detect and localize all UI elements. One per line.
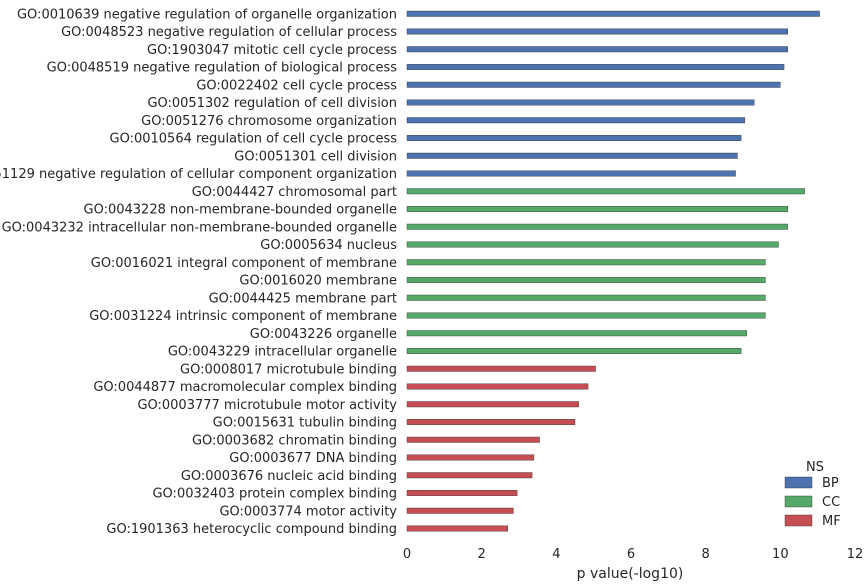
- bar-go-1903047: [406, 46, 788, 53]
- category-label: GO:0051276 chromosome organization: [141, 114, 397, 129]
- bar-go-0005634: [406, 241, 779, 248]
- category-label: GO:1903047 mitotic cell cycle process: [147, 43, 397, 58]
- category-label: GO:0003677 DNA binding: [229, 451, 397, 466]
- bar-go-0051276: [406, 117, 746, 124]
- bar-go-0032403: [406, 490, 518, 496]
- bar-go-0031224: [406, 312, 766, 319]
- bar-go-0051302: [406, 99, 755, 106]
- legend-label-cc: CC: [822, 495, 840, 510]
- x-tick-label: 4: [552, 547, 560, 562]
- x-tick-label: 2: [478, 547, 486, 562]
- bar-go-0016020: [406, 277, 766, 283]
- category-label: GO:0048519 negative regulation of biolog…: [47, 61, 398, 76]
- bar-go-0043232: [406, 223, 788, 230]
- category-label: GO:0016021 integral component of membran…: [91, 256, 397, 271]
- bar-go-0003777: [406, 401, 579, 408]
- bar-go-0044877: [406, 383, 589, 390]
- category-label: GO:0043228 non-membrane-bounded organell…: [84, 203, 398, 218]
- legend-label-mf: MF: [822, 514, 841, 529]
- x-tick-label: 6: [627, 547, 635, 562]
- x-tick-label: 8: [702, 547, 710, 562]
- category-label: GO:0043232 intracellular non-membrane-bo…: [2, 220, 397, 235]
- x-tick-label: 0: [403, 547, 411, 562]
- category-label: GO:0010564 regulation of cell cycle proc…: [110, 132, 398, 147]
- bar-go-0008017: [406, 365, 596, 372]
- category-label: GO:0031224 intrinsic component of membra…: [89, 309, 397, 324]
- bar-go-0044425: [406, 294, 766, 301]
- x-tick-labels-group: 0 2 4 6 8 10 12: [403, 547, 863, 562]
- bar-go-0044427: [406, 188, 805, 195]
- category-label: GO:0003774 motor activity: [219, 504, 397, 519]
- bar-go-0010639: [406, 10, 820, 17]
- category-label: GO:0051129 negative regulation of cellul…: [0, 167, 397, 182]
- bar-go-0003774: [406, 507, 514, 514]
- bar-go-0010564: [406, 135, 742, 141]
- bar-go-0016021: [406, 259, 766, 266]
- bar-go-0043229: [406, 348, 742, 354]
- category-label: GO:0043226 organelle: [250, 327, 397, 342]
- legend-swatch-mf: [784, 514, 813, 527]
- legend-label-bp: BP: [822, 476, 839, 491]
- x-tick-label: 10: [772, 547, 789, 562]
- bar-go-0022402: [406, 81, 781, 88]
- bar-go-0043228: [406, 206, 788, 212]
- bar-go-0051301: [406, 152, 738, 159]
- category-labels-group: GO:0010639 negative regulation of organe…: [0, 7, 397, 537]
- category-label: GO:0003682 chromatin binding: [192, 433, 397, 448]
- bars-group: [406, 10, 820, 532]
- bar-go-0043226: [406, 330, 747, 337]
- bar-go-0003676: [406, 472, 533, 479]
- category-label: GO:0032403 protein complex binding: [152, 487, 397, 502]
- category-label: GO:0022402 cell cycle process: [196, 78, 397, 93]
- bar-go-0003677: [406, 454, 535, 461]
- category-label: GO:0044427 chromosomal part: [192, 185, 397, 200]
- category-label: GO:1901363 heterocyclic compound binding: [106, 522, 397, 537]
- legend-swatch-cc: [784, 495, 813, 508]
- bar-go-1901363: [406, 525, 509, 532]
- category-label: GO:0010639 negative regulation of organe…: [17, 7, 397, 22]
- category-label: GO:0008017 microtubule binding: [180, 362, 397, 377]
- bar-go-0003682: [406, 436, 540, 443]
- category-label: GO:0051302 regulation of cell division: [147, 96, 397, 111]
- legend-title: NS: [806, 460, 824, 475]
- bar-go-0048519: [406, 64, 785, 70]
- legend-swatch-bp: [784, 476, 813, 489]
- legend: NS BP CC MF: [784, 460, 841, 529]
- x-tick-label: 12: [847, 547, 864, 562]
- category-label: GO:0044877 macromolecular complex bindin…: [93, 380, 397, 395]
- category-label: GO:0003676 nucleic acid binding: [181, 469, 397, 484]
- category-label: GO:0015631 tubulin binding: [213, 416, 397, 431]
- category-label: GO:0016020 membrane: [239, 274, 397, 289]
- bar-go-0015631: [406, 419, 576, 425]
- category-label: GO:0043229 intracellular organelle: [168, 345, 397, 360]
- category-label: GO:0005634 nucleus: [260, 238, 397, 253]
- x-axis-title: p value(-log10): [577, 566, 684, 582]
- bar-go-0048523: [406, 28, 788, 35]
- bar-go-0051129: [406, 170, 736, 177]
- category-label: GO:0048523 negative regulation of cellul…: [61, 25, 397, 40]
- category-label: GO:0051301 cell division: [234, 149, 397, 164]
- category-label: GO:0044425 membrane part: [209, 291, 397, 306]
- category-label: GO:0003777 microtubule motor activity: [137, 398, 397, 413]
